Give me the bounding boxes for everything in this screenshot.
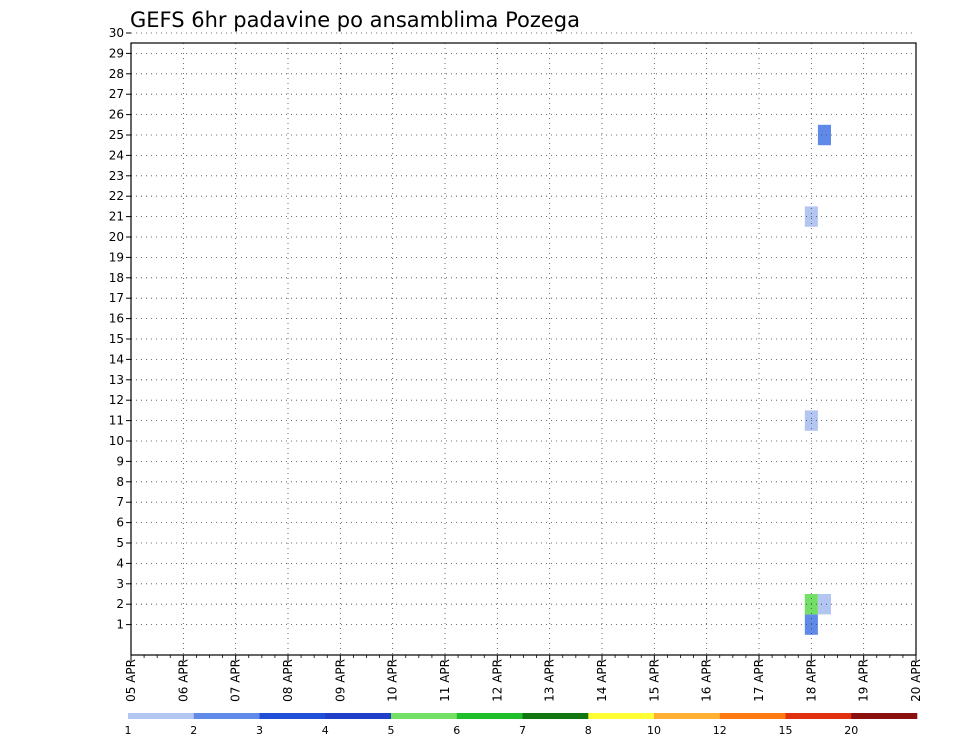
colorbar-label-2: 3 — [256, 724, 263, 737]
colorbar-label-8: 10 — [647, 724, 661, 737]
x-axis: 05 APR 06 APR 07 APR 08 APR 09 APR 10 APR 11 A… — [124, 655, 923, 702]
y-tick-label-30: 30 — [109, 26, 124, 40]
colorbar-swatch-0 — [128, 713, 194, 719]
y-tick-label-10: 10 — [109, 434, 124, 448]
heatmap-cells — [804, 124, 831, 635]
y-tick-label-17: 17 — [109, 291, 124, 305]
y-tick-label-27: 27 — [109, 87, 124, 101]
y-tick-label-1: 1 — [116, 618, 124, 632]
x-tick-label-5: 10 APR — [386, 659, 400, 702]
y-tick-label-6: 6 — [116, 516, 124, 530]
x-tick-label-2: 07 APR — [229, 659, 243, 702]
colorbar-swatch-8 — [654, 713, 720, 719]
colorbar-swatch-9 — [719, 713, 786, 719]
colorbar-label-7: 8 — [585, 724, 592, 737]
colorbar-swatch-6 — [522, 713, 589, 719]
colorbar-label-0: 1 — [125, 724, 132, 737]
colorbar-swatch-4 — [391, 713, 457, 719]
colorbar-swatch-5 — [456, 713, 523, 719]
x-tick-label-6: 11 APR — [438, 659, 452, 702]
y-tick-label-3: 3 — [116, 577, 124, 591]
y-tick-label-16: 16 — [109, 312, 124, 326]
colorbar-swatch-1 — [193, 713, 260, 719]
plot-frame — [130, 42, 917, 656]
x-tick-label-4: 09 APR — [333, 659, 347, 702]
x-tick-label-0: 05 APR — [124, 659, 138, 702]
y-tick-label-14: 14 — [109, 352, 124, 366]
colorbar-label-3: 4 — [322, 724, 329, 737]
colorbar-label-1: 2 — [190, 724, 197, 737]
y-tick-label-11: 11 — [109, 414, 124, 428]
x-tick-label-10: 15 APR — [647, 659, 661, 702]
y-tick-label-4: 4 — [116, 556, 124, 570]
y-tick-label-8: 8 — [116, 475, 124, 489]
y-tick-label-2: 2 — [116, 597, 124, 611]
grid-lines — [131, 32, 916, 655]
y-tick-label-29: 29 — [109, 46, 124, 60]
y-tick-label-9: 9 — [116, 454, 124, 468]
x-tick-label-3: 08 APR — [281, 659, 295, 702]
y-tick-label-7: 7 — [116, 495, 124, 509]
colorbar-label-10: 15 — [779, 724, 793, 737]
y-tick-label-22: 22 — [109, 189, 124, 203]
y-tick-label-24: 24 — [109, 148, 124, 162]
chart-title: GEFS 6hr padavine po ansamblima Pozega — [130, 8, 580, 32]
colorbar-label-4: 5 — [388, 724, 395, 737]
colorbar-swatch-3 — [325, 713, 392, 719]
y-tick-label-20: 20 — [109, 230, 124, 244]
x-tick-label-9: 14 APR — [595, 659, 609, 702]
colorbar-label-11: 20 — [844, 724, 858, 737]
y-tick-label-5: 5 — [116, 536, 124, 550]
x-tick-label-8: 13 APR — [543, 659, 557, 702]
y-tick-label-19: 19 — [109, 250, 124, 264]
x-tick-label-15: 20 APR — [909, 659, 923, 702]
colorbar-swatch-10 — [785, 713, 852, 719]
x-tick-label-1: 06 APR — [176, 659, 190, 702]
y-tick-label-21: 21 — [109, 210, 124, 224]
x-tick-label-14: 19 APR — [857, 659, 871, 702]
y-axis: 1234567891011121314151617181920212223242… — [109, 26, 131, 632]
y-tick-label-13: 13 — [109, 373, 124, 387]
heatmap-cell-5 — [817, 124, 831, 146]
y-tick-label-12: 12 — [109, 393, 124, 407]
x-tick-label-12: 17 APR — [752, 659, 766, 702]
colorbar-label-9: 12 — [713, 724, 727, 737]
y-tick-label-15: 15 — [109, 332, 124, 346]
colorbar-label-6: 7 — [519, 724, 526, 737]
y-tick-label-18: 18 — [109, 271, 124, 285]
colorbar-label-5: 6 — [453, 724, 460, 737]
x-tick-label-11: 16 APR — [700, 659, 714, 702]
y-tick-label-25: 25 — [109, 128, 124, 142]
colorbar-swatch-7 — [588, 713, 655, 719]
y-tick-label-28: 28 — [109, 67, 124, 81]
x-tick-label-13: 18 APR — [804, 659, 818, 702]
y-tick-label-26: 26 — [109, 108, 124, 122]
y-tick-label-23: 23 — [109, 169, 124, 183]
colorbar: 1 2 3 4 5 6 7 8 10 12 15 20 — [125, 713, 918, 737]
heatmap-cell-2 — [817, 594, 831, 615]
x-tick-label-7: 12 APR — [490, 659, 504, 702]
colorbar-swatch-2 — [259, 713, 326, 719]
colorbar-swatch-11 — [851, 713, 918, 719]
